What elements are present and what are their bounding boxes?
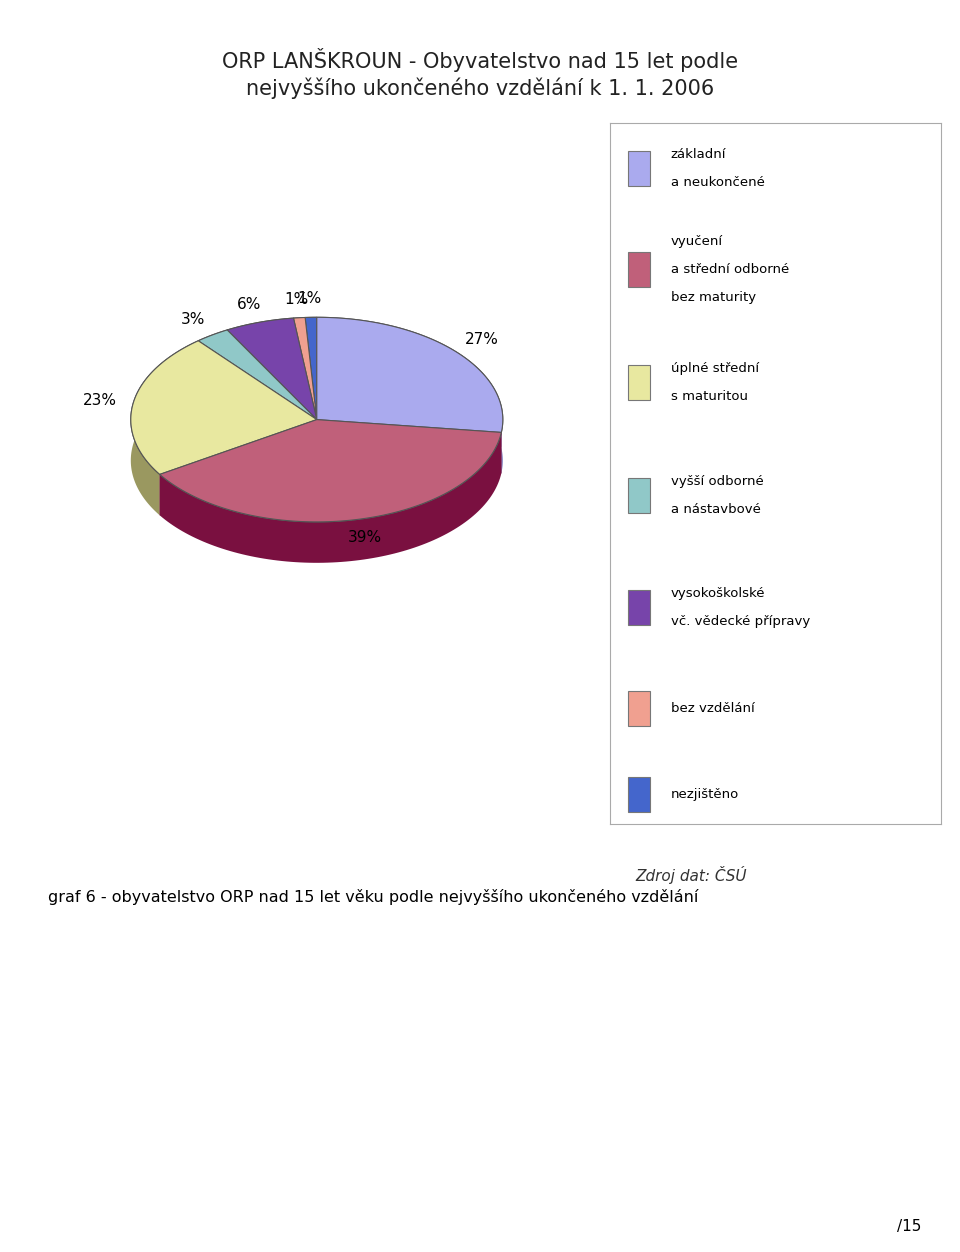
Polygon shape: [159, 419, 501, 522]
Bar: [628, 591, 650, 626]
Polygon shape: [317, 317, 503, 432]
Polygon shape: [294, 318, 317, 419]
Text: a neukončené: a neukončené: [671, 175, 765, 189]
Text: /15: /15: [898, 1219, 922, 1234]
Polygon shape: [131, 341, 317, 475]
Polygon shape: [228, 318, 317, 419]
Polygon shape: [294, 318, 317, 419]
Text: vyučení: vyučení: [671, 235, 723, 248]
Text: 1%: 1%: [284, 292, 308, 307]
Text: a nástavbové: a nástavbové: [671, 503, 760, 516]
Polygon shape: [228, 318, 317, 419]
Polygon shape: [317, 317, 503, 432]
Text: 27%: 27%: [465, 332, 498, 347]
Bar: [628, 150, 650, 185]
Text: nezjištěno: nezjištěno: [671, 788, 739, 801]
Text: 39%: 39%: [348, 530, 382, 545]
Polygon shape: [159, 419, 501, 522]
Text: ORP LANŠKROUN - Obyvatelstvo nad 15 let podle: ORP LANŠKROUN - Obyvatelstvo nad 15 let …: [222, 48, 738, 71]
Bar: [628, 776, 650, 811]
Polygon shape: [317, 419, 501, 473]
Text: základní: základní: [671, 148, 727, 160]
Bar: [628, 478, 650, 513]
Polygon shape: [305, 317, 317, 419]
Text: bez vzdělání: bez vzdělání: [671, 701, 755, 715]
Polygon shape: [159, 419, 317, 516]
Polygon shape: [159, 432, 501, 563]
Text: úplné střední: úplné střední: [671, 362, 759, 374]
Text: Zdroj dat: ČSÚ: Zdroj dat: ČSÚ: [636, 866, 747, 884]
Polygon shape: [131, 341, 198, 516]
Text: a střední odborné: a střední odborné: [671, 263, 789, 277]
Text: 1%: 1%: [298, 292, 322, 307]
Text: 3%: 3%: [181, 312, 205, 327]
Text: nejvyššího ukončeného vzdělání k 1. 1. 2006: nejvyššího ukončeného vzdělání k 1. 1. 2…: [246, 78, 714, 99]
Text: vysokoškolské: vysokoškolské: [671, 587, 765, 601]
Bar: [628, 253, 650, 288]
Text: vyšší odborné: vyšší odborné: [671, 476, 763, 488]
Polygon shape: [317, 317, 503, 473]
Text: bez maturity: bez maturity: [671, 292, 756, 304]
Text: 23%: 23%: [83, 393, 117, 408]
Polygon shape: [198, 331, 317, 419]
Bar: [628, 691, 650, 726]
Text: s maturitou: s maturitou: [671, 389, 748, 403]
Polygon shape: [198, 331, 317, 419]
Text: graf 6 - obyvatelstvo ORP nad 15 let věku podle nejvyššího ukončeného vzdělání: graf 6 - obyvatelstvo ORP nad 15 let věk…: [48, 889, 698, 905]
Text: vč. vědecké přípravy: vč. vědecké přípravy: [671, 616, 810, 629]
Bar: [628, 364, 650, 399]
Polygon shape: [131, 341, 317, 475]
Polygon shape: [317, 419, 501, 473]
Polygon shape: [159, 419, 317, 516]
Polygon shape: [305, 317, 317, 419]
Text: 6%: 6%: [237, 297, 261, 312]
